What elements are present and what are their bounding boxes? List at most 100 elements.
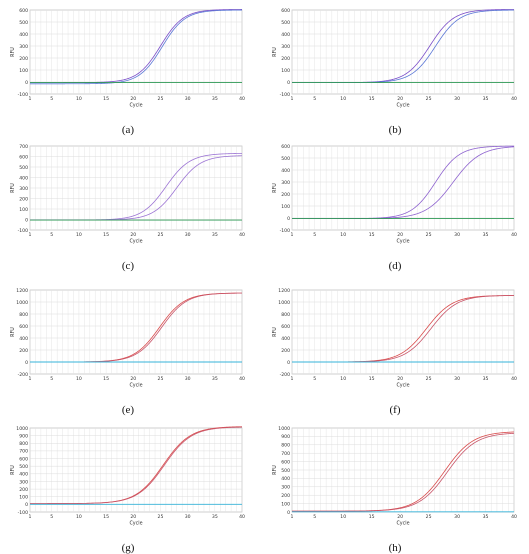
y-tick-label: 600	[281, 144, 290, 150]
plot-area	[29, 289, 243, 375]
y-tick-label: 500	[281, 156, 290, 162]
y-tick-label: 300	[19, 186, 28, 192]
x-tick-label: 30	[454, 96, 460, 102]
y-tick-label: 0	[287, 360, 290, 366]
y-tick-label: 800	[281, 312, 290, 318]
y-tick-label: 0	[287, 216, 290, 222]
plot-area	[291, 145, 515, 231]
y-tick-label: 700	[19, 144, 28, 150]
y-axis-label: RFU	[10, 183, 16, 193]
y-tick-label: 0	[25, 80, 28, 86]
x-tick-label: 15	[369, 376, 375, 382]
y-axis-label: RFU	[272, 465, 278, 475]
x-axis-label: Cycle	[396, 383, 409, 389]
y-tick-label: 800	[281, 443, 290, 449]
x-tick-label: 25	[426, 96, 432, 102]
y-tick-label: 1000	[16, 300, 28, 306]
x-tick-label: 10	[340, 232, 346, 238]
x-tick-label: 35	[212, 96, 218, 102]
y-tick-label: 600	[281, 324, 290, 330]
panel-label: (d)	[388, 260, 402, 272]
x-tick-label: 40	[511, 96, 517, 102]
x-tick-label: 5	[50, 376, 53, 382]
y-tick-label: 0	[25, 360, 28, 366]
x-tick-label: 30	[185, 376, 191, 382]
x-axis-label: Cycle	[129, 383, 142, 389]
y-tick-label: 200	[281, 192, 290, 198]
y-tick-label: 600	[19, 8, 28, 14]
y-tick-label: 300	[19, 479, 28, 485]
x-tick-label: 1	[29, 96, 32, 102]
x-tick-label: 20	[397, 376, 403, 382]
x-tick-label: 25	[158, 96, 164, 102]
y-axis-label: RFU	[10, 465, 16, 475]
x-tick-label: 35	[212, 376, 218, 382]
x-tick-label: 15	[103, 232, 109, 238]
panel-label: (a)	[121, 124, 135, 136]
series-line-2	[292, 432, 515, 512]
y-tick-label: 400	[281, 336, 290, 342]
panel-label: (f)	[389, 404, 401, 416]
y-tick-label: 300	[19, 44, 28, 50]
y-tick-label: 0	[287, 80, 290, 86]
y-tick-label: -200	[280, 372, 291, 378]
x-tick-label: 35	[483, 232, 489, 238]
x-tick-label: 25	[158, 376, 164, 382]
y-tick-label: 600	[19, 154, 28, 160]
x-tick-label: 35	[483, 514, 489, 520]
x-tick-label: 1	[291, 376, 294, 382]
plot-area	[29, 9, 243, 95]
x-axis-label: Cycle	[129, 521, 142, 527]
x-tick-label: 10	[76, 376, 82, 382]
plot-area	[291, 289, 515, 375]
y-tick-label: 500	[19, 20, 28, 26]
x-axis-label: Cycle	[129, 103, 142, 109]
y-tick-label: 600	[19, 456, 28, 462]
y-tick-label: 700	[281, 451, 290, 457]
x-tick-label: 5	[313, 232, 316, 238]
x-tick-label: 25	[426, 514, 432, 520]
y-axis-label: RFU	[10, 327, 16, 337]
y-tick-label: -100	[280, 228, 291, 234]
x-tick-label: 15	[369, 96, 375, 102]
y-tick-label: -200	[18, 372, 29, 378]
x-tick-label: 30	[185, 96, 191, 102]
panel-label: (c)	[121, 260, 135, 272]
x-tick-label: 30	[185, 514, 191, 520]
x-tick-label: 40	[239, 514, 245, 520]
y-tick-label: 500	[19, 165, 28, 171]
plot-area	[291, 9, 515, 95]
x-tick-label: 20	[397, 232, 403, 238]
y-tick-label: 200	[19, 348, 28, 354]
y-tick-label: 400	[19, 336, 28, 342]
y-tick-label: 1000	[278, 300, 290, 306]
y-tick-label: 900	[281, 434, 290, 440]
x-tick-label: 15	[369, 514, 375, 520]
y-tick-label: 0	[287, 510, 290, 516]
y-tick-label: -100	[18, 510, 29, 516]
y-tick-label: -100	[280, 92, 291, 98]
x-tick-label: 5	[313, 514, 316, 520]
panel-label: (e)	[121, 404, 135, 416]
x-tick-label: 40	[511, 376, 517, 382]
y-tick-label: 300	[281, 485, 290, 491]
x-tick-label: 1	[291, 514, 294, 520]
x-axis-label: Cycle	[129, 239, 142, 245]
x-tick-label: 20	[130, 514, 136, 520]
y-tick-label: 200	[19, 56, 28, 62]
y-tick-label: 100	[19, 68, 28, 74]
panel-label: (h)	[388, 542, 402, 554]
x-tick-label: 40	[239, 376, 245, 382]
x-tick-label: 40	[511, 232, 517, 238]
x-axis-label: Cycle	[396, 103, 409, 109]
x-tick-label: 30	[454, 376, 460, 382]
y-tick-label: 100	[281, 501, 290, 507]
x-tick-label: 30	[454, 232, 460, 238]
